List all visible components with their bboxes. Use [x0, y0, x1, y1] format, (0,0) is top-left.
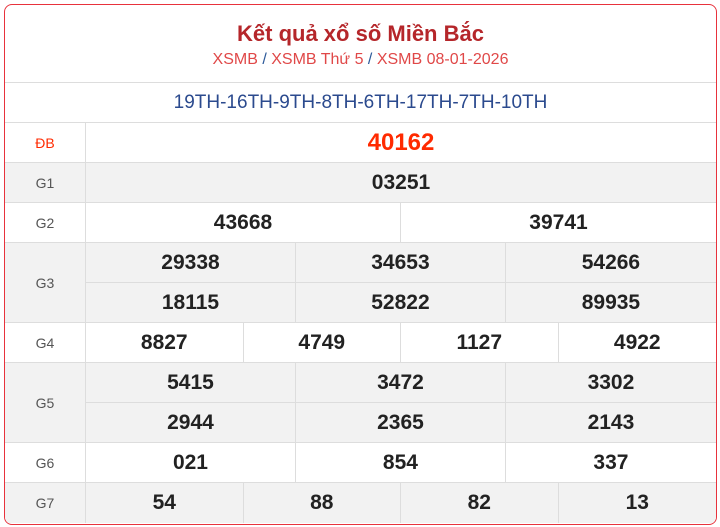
prize-number: 3472	[295, 363, 506, 403]
prize-number: 43668	[86, 203, 401, 243]
breadcrumb-xsmb[interactable]: XSMB	[212, 51, 258, 68]
page-title: Kết quả xổ số Miền Bắc	[237, 21, 484, 46]
prize-row-g4: G4 8827 4749 1127 4922	[5, 323, 716, 363]
prize-number: 337	[593, 451, 629, 474]
prize-number: 34653	[295, 243, 506, 283]
breadcrumb: XSMB / XSMB Thứ 5 / XSMB 08-01-2026	[5, 51, 716, 69]
prize-row-g3: G3 29338 34653 54266 18115 52822 89935	[5, 243, 716, 323]
breadcrumb-separator: /	[262, 51, 267, 68]
prize-row-db: ĐB 40162	[5, 123, 716, 163]
prize-number: 54266	[505, 243, 716, 283]
prize-label: G6	[5, 443, 86, 482]
prize-number: 2143	[587, 411, 635, 434]
prize-label: G1	[5, 163, 86, 202]
prize-number: 54	[86, 483, 244, 523]
breadcrumb-separator: /	[367, 51, 373, 68]
prize-number: 82	[401, 483, 559, 523]
prize-number: 3302	[505, 363, 716, 403]
prize-number: 03251	[371, 171, 431, 194]
prize-row-g6: G6 021 854 337	[5, 443, 716, 483]
prize-number: 4922	[613, 331, 661, 354]
prize-number: 52822	[296, 283, 506, 323]
prize-number: 1127	[401, 323, 559, 363]
prize-number: 18115	[86, 283, 296, 323]
prize-number: 2944	[86, 403, 296, 443]
prize-number: 5415	[86, 363, 296, 403]
prize-number: 89935	[581, 291, 641, 314]
prize-number: 2365	[296, 403, 506, 443]
prize-number: 4749	[244, 323, 401, 363]
special-codes: 19TH-16TH-9TH-8TH-6TH-17TH-7TH-10TH	[5, 83, 716, 123]
prize-label: ĐB	[5, 123, 86, 162]
prize-label: G4	[5, 323, 86, 362]
prize-number: 88	[244, 483, 401, 523]
prize-number: 29338	[86, 243, 296, 283]
prize-label: G5	[5, 363, 86, 442]
prize-number: 8827	[86, 323, 244, 363]
prize-label: G3	[5, 243, 86, 322]
prize-number: 021	[86, 443, 296, 483]
prize-row-g7: G7 54 88 82 13	[5, 483, 716, 523]
prize-label: G7	[5, 483, 86, 523]
prize-number: 39741	[529, 211, 588, 234]
results-card: Kết quả xổ số Miền Bắc XSMB / XSMB Thứ 5…	[4, 4, 717, 525]
prize-row-g5: G5 5415 3472 3302 2944 2365 2143	[5, 363, 716, 443]
prize-number: 40162	[367, 129, 435, 156]
header: Kết quả xổ số Miền Bắc XSMB / XSMB Thứ 5…	[5, 5, 716, 83]
prize-label: G2	[5, 203, 86, 242]
prize-row-g2: G2 43668 39741	[5, 203, 716, 243]
prize-row-g1: G1 03251	[5, 163, 716, 203]
breadcrumb-xsmb-date[interactable]: XSMB 08-01-2026	[376, 51, 509, 68]
prize-number: 854	[296, 443, 506, 483]
breadcrumb-xsmb-thu5[interactable]: XSMB Thứ 5	[271, 51, 364, 68]
prize-number: 13	[625, 491, 649, 514]
